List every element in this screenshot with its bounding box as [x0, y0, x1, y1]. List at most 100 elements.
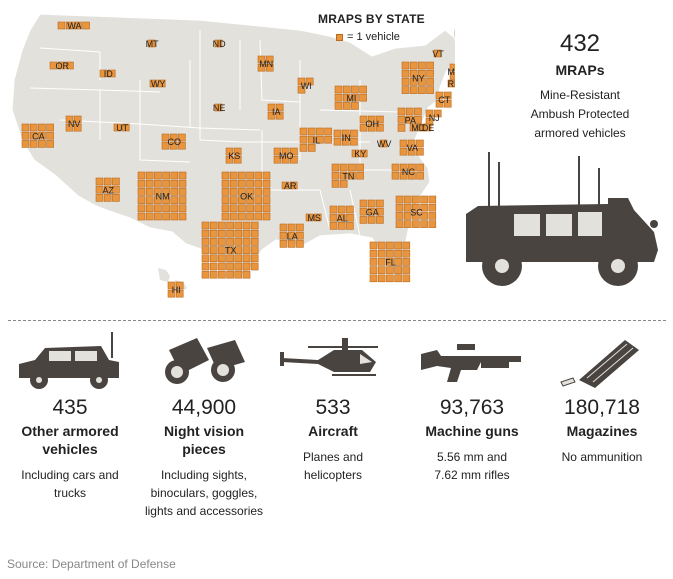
state-label: MA [447, 67, 455, 77]
vehicle-square [250, 221, 259, 230]
vehicle-square [403, 203, 412, 212]
state-mi: MI [334, 85, 367, 110]
state-az: AZ [95, 177, 120, 202]
vehicle-square [275, 111, 284, 120]
vehicle-square [348, 171, 356, 180]
state-label: IL [313, 135, 321, 145]
vehicle-square [376, 207, 384, 216]
vehicle-square [65, 123, 74, 132]
vehicle-square [350, 129, 358, 138]
state-label: KS [228, 151, 240, 161]
vehicle-square [234, 238, 243, 246]
vehicle-square [420, 203, 428, 212]
vehicle-square [246, 204, 254, 213]
vehicle-square [386, 266, 394, 274]
state-label: AL [337, 213, 348, 223]
state-ma: MA [447, 63, 455, 80]
equipment-label: Magazines [537, 422, 667, 440]
vehicle-square [225, 147, 234, 156]
state-label: AZ [103, 185, 115, 195]
vehicle-square [369, 274, 378, 283]
vehicle-square [250, 246, 259, 254]
vehicle-square [449, 71, 455, 80]
vehicle-square [376, 123, 384, 132]
vehicle-square [296, 231, 304, 240]
vehicle-square [341, 129, 350, 138]
vehicle-square [426, 78, 434, 86]
vehicle-square [397, 115, 406, 124]
vehicle-square [290, 155, 298, 164]
vehicle-square [201, 221, 210, 230]
vehicle-square [137, 196, 146, 204]
vehicle-square [333, 137, 342, 146]
vehicle-square [229, 196, 238, 204]
vehicle-square [234, 221, 243, 230]
vehicle-square [391, 171, 400, 180]
state-ca: CA [21, 123, 54, 148]
vehicle-square [265, 63, 274, 72]
vehicle-square [297, 77, 306, 86]
vehicle-square [38, 131, 46, 140]
equipment-label-line: Magazines [566, 423, 638, 439]
vehicle-square [178, 171, 187, 180]
vehicle-square [337, 222, 346, 230]
vehicle-square [162, 196, 170, 204]
state-hi: HI [167, 281, 184, 298]
vehicle-square [209, 254, 218, 263]
vehicle-square [339, 180, 348, 188]
vehicle-square [401, 69, 410, 78]
vehicle-square [178, 196, 187, 204]
vehicle-square [403, 220, 412, 228]
vehicle-square [46, 123, 54, 132]
vehicle-square [234, 246, 243, 254]
vehicle-square [279, 231, 288, 240]
state-nc: NC [391, 163, 424, 180]
vehicle-square [377, 274, 386, 283]
vehicle-square [369, 241, 378, 250]
state-label: CO [168, 137, 182, 147]
vehicle-square [428, 195, 437, 204]
equipment-desc-line: binoculars, goggles, [150, 486, 258, 500]
vehicle-square [324, 135, 332, 144]
vehicle-square [409, 69, 418, 78]
vehicle-square [299, 127, 308, 136]
vehicle-square [399, 147, 408, 156]
vehicle-square [246, 196, 254, 204]
state-wi: WI [297, 77, 314, 94]
vehicle-square [279, 240, 288, 248]
vehicle-square [299, 144, 308, 152]
vehicle-square [401, 86, 410, 94]
vehicle-square [137, 171, 146, 180]
vehicle-square [379, 139, 388, 148]
section-divider [8, 320, 666, 321]
vehicle-square [95, 194, 104, 202]
vehicle-square [107, 69, 116, 78]
state-wy: WY [149, 79, 166, 89]
vehicle-square [397, 124, 406, 132]
vehicle-square [418, 69, 426, 78]
vehicle-square [433, 109, 442, 118]
vehicle-square [95, 177, 104, 186]
vehicle-square [178, 179, 187, 188]
vehicle-square [443, 91, 452, 100]
vehicle-square [402, 241, 411, 250]
vehicle-square [395, 220, 404, 228]
legend-row: = 1 vehicle [336, 31, 400, 43]
vehicle-square [234, 262, 243, 271]
vehicle-square [359, 199, 368, 208]
state-il: IL [299, 127, 332, 152]
vehicle-square [395, 212, 404, 220]
equipment-desc-line: trucks [53, 486, 86, 500]
vehicle-square [154, 171, 162, 180]
equipment-label-line: pieces [182, 441, 226, 457]
state-la: LA [279, 223, 304, 248]
state-wv: WV [377, 139, 392, 149]
vehicle-square [242, 238, 251, 246]
vehicle-square [297, 85, 306, 94]
us-map: WAORIDMTNDMNWIMINYVTMEMACTRINJPAMDDEOHIN… [11, 13, 455, 298]
equipment-machine-guns: 93,763 Machine guns 5.56 mm and 7.62 mm … [407, 330, 537, 484]
vehicle-square [356, 171, 364, 180]
state-label: MT [146, 39, 159, 49]
vehicle-square [178, 141, 186, 150]
vehicle-square [435, 91, 444, 100]
